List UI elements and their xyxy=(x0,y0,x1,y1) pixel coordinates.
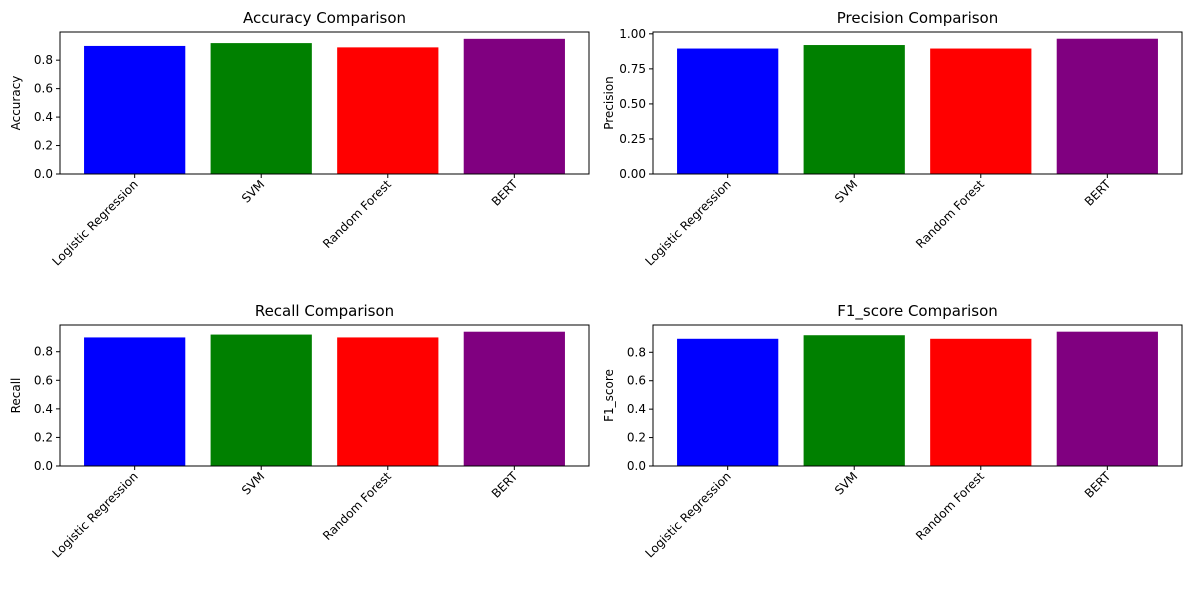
x-tick-label-logistic-regression: Logistic Regression xyxy=(49,469,140,560)
y-tick-label: 0.4 xyxy=(34,402,53,416)
y-tick-label: 0.4 xyxy=(627,402,646,416)
x-tick-label-bert: BERT xyxy=(489,177,521,209)
y-axis-label: Recall xyxy=(9,378,23,414)
bar-bert xyxy=(1056,331,1158,466)
chart-title: Accuracy Comparison xyxy=(243,9,406,27)
chart-title: F1_score Comparison xyxy=(837,302,998,321)
bar-logistic-regression xyxy=(84,45,186,174)
bar-random-forest xyxy=(337,337,439,466)
subplot-f1-score: 0.0 0.2 0.4 0.6 0.8 Logistic Regression SVM Ran… xyxy=(602,302,1183,561)
y-tick-label: 0.2 xyxy=(34,430,53,444)
bar-random-forest xyxy=(930,338,1032,466)
x-tick-label-svm: SVM xyxy=(239,177,267,205)
bar-svm xyxy=(210,334,312,466)
bar-svm xyxy=(210,43,312,174)
y-tick-label: 0.8 xyxy=(34,345,53,359)
y-tick-label: 0.0 xyxy=(627,459,646,473)
subplot-precision: 0.00 0.25 0.50 0.75 1.00 Logistic Regression S… xyxy=(602,9,1183,269)
bar-bert xyxy=(463,331,565,466)
bar-bert xyxy=(463,38,565,174)
x-tick-label-random-forest: Random Forest xyxy=(913,469,987,543)
x-tick-label-svm: SVM xyxy=(832,177,860,205)
x-tick-label-bert: BERT xyxy=(1082,469,1114,501)
bar-logistic-regression xyxy=(677,338,779,466)
y-tick-label: 0.0 xyxy=(34,459,53,473)
axes-frame xyxy=(59,324,590,467)
chart-title: Recall Comparison xyxy=(255,302,394,320)
bar-svm xyxy=(803,45,905,174)
y-tick-label: 0.25 xyxy=(619,132,646,146)
y-tick-label: 0.4 xyxy=(34,110,53,124)
bar-logistic-regression xyxy=(84,337,186,466)
y-axis-label: Accuracy xyxy=(9,76,23,131)
bar-bert xyxy=(1056,38,1158,175)
x-tick-label-random-forest: Random Forest xyxy=(913,177,987,251)
x-tick-label-logistic-regression: Logistic Regression xyxy=(642,177,733,268)
y-tick-label: 0.6 xyxy=(34,373,53,387)
bar-random-forest xyxy=(930,48,1032,174)
y-tick-label: 0.2 xyxy=(34,139,53,153)
y-tick-label: 0.0 xyxy=(34,167,53,181)
y-axis-label: F1_score xyxy=(602,369,616,422)
x-tick-label-logistic-regression: Logistic Regression xyxy=(49,177,140,268)
y-tick-label: 0.2 xyxy=(627,431,646,445)
x-tick-label-logistic-regression: Logistic Regression xyxy=(642,469,733,560)
y-tick-label: 0.8 xyxy=(627,345,646,359)
x-tick-label-random-forest: Random Forest xyxy=(320,177,394,251)
x-tick-label-bert: BERT xyxy=(1082,177,1114,209)
y-tick-label: 0.8 xyxy=(34,53,53,67)
subplot-recall: 0.0 0.2 0.4 0.6 0.8 Logistic Regression SVM Ran… xyxy=(9,302,590,561)
y-tick-label: 0.50 xyxy=(619,97,646,111)
axes-frame xyxy=(652,31,1183,175)
y-tick-label: 1.00 xyxy=(619,27,646,41)
chart-title: Precision Comparison xyxy=(837,9,999,27)
subplot-accuracy: 0.0 0.2 0.4 0.6 0.8 Logistic Regression SVM Ran… xyxy=(9,9,590,269)
bar-logistic-regression xyxy=(677,48,779,174)
bar-random-forest xyxy=(337,47,439,175)
x-tick-label-svm: SVM xyxy=(832,469,860,497)
x-tick-label-bert: BERT xyxy=(489,469,521,501)
y-tick-label: 0.6 xyxy=(34,82,53,96)
x-tick-label-svm: SVM xyxy=(239,469,267,497)
y-tick-label: 0.00 xyxy=(619,167,646,181)
y-tick-label: 0.6 xyxy=(627,374,646,388)
x-tick-label-random-forest: Random Forest xyxy=(320,469,394,543)
axes-frame xyxy=(59,31,590,175)
y-tick-label: 0.75 xyxy=(619,62,646,76)
bar-svm xyxy=(803,335,905,466)
y-axis-label: Precision xyxy=(602,76,616,130)
axes-frame xyxy=(652,324,1183,467)
